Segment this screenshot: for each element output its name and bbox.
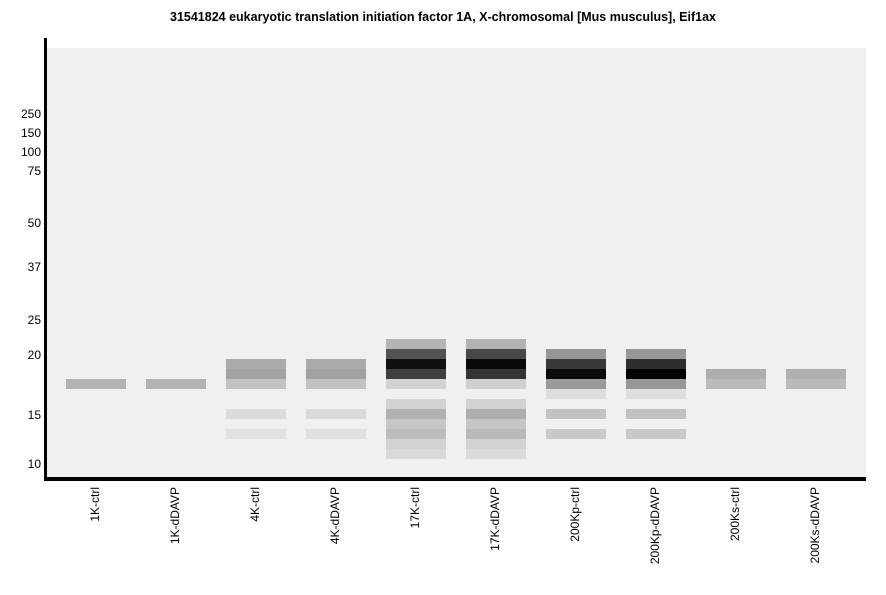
gel-band-200Kp-ctrl-17.7kda — [546, 379, 606, 389]
gel-band-200Kp-dDAVP-17.7kda — [626, 379, 686, 389]
gel-band-4K-dDAVP-18.5kda — [306, 369, 366, 379]
gel-band-17K-dDAVP-16kda — [466, 399, 526, 409]
gel-band-200Ks-ctrl-18.5kda — [706, 369, 766, 379]
gel-band-17K-dDAVP-18.5kda — [466, 369, 526, 379]
gel-band-4K-ctrl-15.2kda — [226, 409, 286, 419]
gel-band-17K-dDAVP-15.2kda — [466, 409, 526, 419]
gel-band-17K-dDAVP-21.7kda — [466, 339, 526, 349]
gel-band-200Kp-dDAVP-19.3kda — [626, 359, 686, 369]
mw-marker-label-37: 37 — [27, 260, 41, 274]
gel-band-17K-dDAVP-19.3kda — [466, 359, 526, 369]
gel-band-17K-ctrl-17.7kda — [386, 379, 446, 389]
gel-band-200Kp-dDAVP-16.8kda — [626, 389, 686, 399]
mw-marker-label-75: 75 — [27, 164, 41, 178]
lane-label-17K-dDAVP: 17K-dDAVP — [488, 487, 502, 551]
mw-marker-label-150: 150 — [20, 126, 41, 140]
mw-marker-label-25: 25 — [27, 313, 41, 327]
gel-band-4K-dDAVP-13.2kda — [306, 429, 366, 439]
gel-band-17K-ctrl-19.3kda — [386, 359, 446, 369]
gel-band-17K-ctrl-13.2kda — [386, 429, 446, 439]
gel-band-200Kp-ctrl-19.3kda — [546, 359, 606, 369]
gel-band-4K-dDAVP-19.3kda — [306, 359, 366, 369]
lane-label-4K-dDAVP: 4K-dDAVP — [328, 487, 342, 545]
gel-band-200Ks-dDAVP-18.5kda — [786, 369, 846, 379]
gel-band-200Kp-ctrl-20.3kda — [546, 349, 606, 359]
mw-marker-label-100: 100 — [20, 145, 41, 159]
gel-band-200Kp-ctrl-18.5kda — [546, 369, 606, 379]
gel-band-17K-ctrl-15.2kda — [386, 409, 446, 419]
gel-band-200Kp-dDAVP-13.2kda — [626, 429, 686, 439]
gel-band-17K-ctrl-20.3kda — [386, 349, 446, 359]
lane-label-1K-ctrl: 1K-ctrl — [88, 487, 102, 522]
gel-band-200Kp-ctrl-15.2kda — [546, 409, 606, 419]
gel-band-4K-ctrl-13.2kda — [226, 429, 286, 439]
gel-band-200Kp-dDAVP-20.3kda — [626, 349, 686, 359]
lane-label-200Kp-ctrl: 200Kp-ctrl — [568, 487, 582, 542]
gel-band-4K-ctrl-17.7kda — [226, 379, 286, 389]
gel-band-17K-ctrl-18.5kda — [386, 369, 446, 379]
mw-marker-label-250: 250 — [20, 107, 41, 121]
lane-label-17K-ctrl: 17K-ctrl — [408, 487, 422, 529]
gel-band-4K-ctrl-19.3kda — [226, 359, 286, 369]
figure-title: 31541824 eukaryotic translation initiati… — [170, 10, 716, 24]
mw-marker-label-20: 20 — [27, 348, 41, 362]
mw-marker-label-10: 10 — [27, 457, 41, 471]
gel-band-200Kp-dDAVP-15.2kda — [626, 409, 686, 419]
gel-band-200Kp-dDAVP-18.5kda — [626, 369, 686, 379]
lane-label-200Ks-ctrl: 200Ks-ctrl — [728, 487, 742, 542]
x-axis-spine — [44, 477, 866, 481]
gel-band-17K-dDAVP-11.1kda — [466, 449, 526, 459]
gel-band-1K-ctrl-17.7kda — [66, 379, 126, 389]
y-axis-spine — [44, 38, 47, 481]
gel-band-17K-ctrl-11.1kda — [386, 449, 446, 459]
lane-label-200Kp-dDAVP: 200Kp-dDAVP — [648, 487, 662, 565]
gel-band-17K-ctrl-16kda — [386, 399, 446, 409]
gel-band-17K-dDAVP-17.7kda — [466, 379, 526, 389]
lane-label-4K-ctrl: 4K-ctrl — [248, 487, 262, 522]
gel-band-4K-dDAVP-15.2kda — [306, 409, 366, 419]
mw-marker-label-15: 15 — [27, 408, 41, 422]
lane-label-1K-dDAVP: 1K-dDAVP — [168, 487, 182, 545]
lane-label-200Ks-dDAVP: 200Ks-dDAVP — [808, 487, 822, 564]
gel-band-17K-dDAVP-14.2kda — [466, 419, 526, 429]
gel-plot-area — [47, 48, 866, 477]
gel-band-200Kp-ctrl-16.8kda — [546, 389, 606, 399]
gel-band-17K-ctrl-12.1kda — [386, 439, 446, 449]
gel-band-200Kp-ctrl-13.2kda — [546, 429, 606, 439]
gel-band-17K-ctrl-21.7kda — [386, 339, 446, 349]
gel-band-4K-dDAVP-17.7kda — [306, 379, 366, 389]
mw-marker-label-50: 50 — [27, 216, 41, 230]
gel-band-1K-dDAVP-17.7kda — [146, 379, 206, 389]
gel-band-17K-ctrl-14.2kda — [386, 419, 446, 429]
gel-band-17K-dDAVP-20.3kda — [466, 349, 526, 359]
gel-band-200Ks-ctrl-17.7kda — [706, 379, 766, 389]
gel-band-17K-dDAVP-13.2kda — [466, 429, 526, 439]
gel-band-4K-ctrl-18.5kda — [226, 369, 286, 379]
gel-band-200Ks-dDAVP-17.7kda — [786, 379, 846, 389]
gel-band-17K-dDAVP-12.1kda — [466, 439, 526, 449]
